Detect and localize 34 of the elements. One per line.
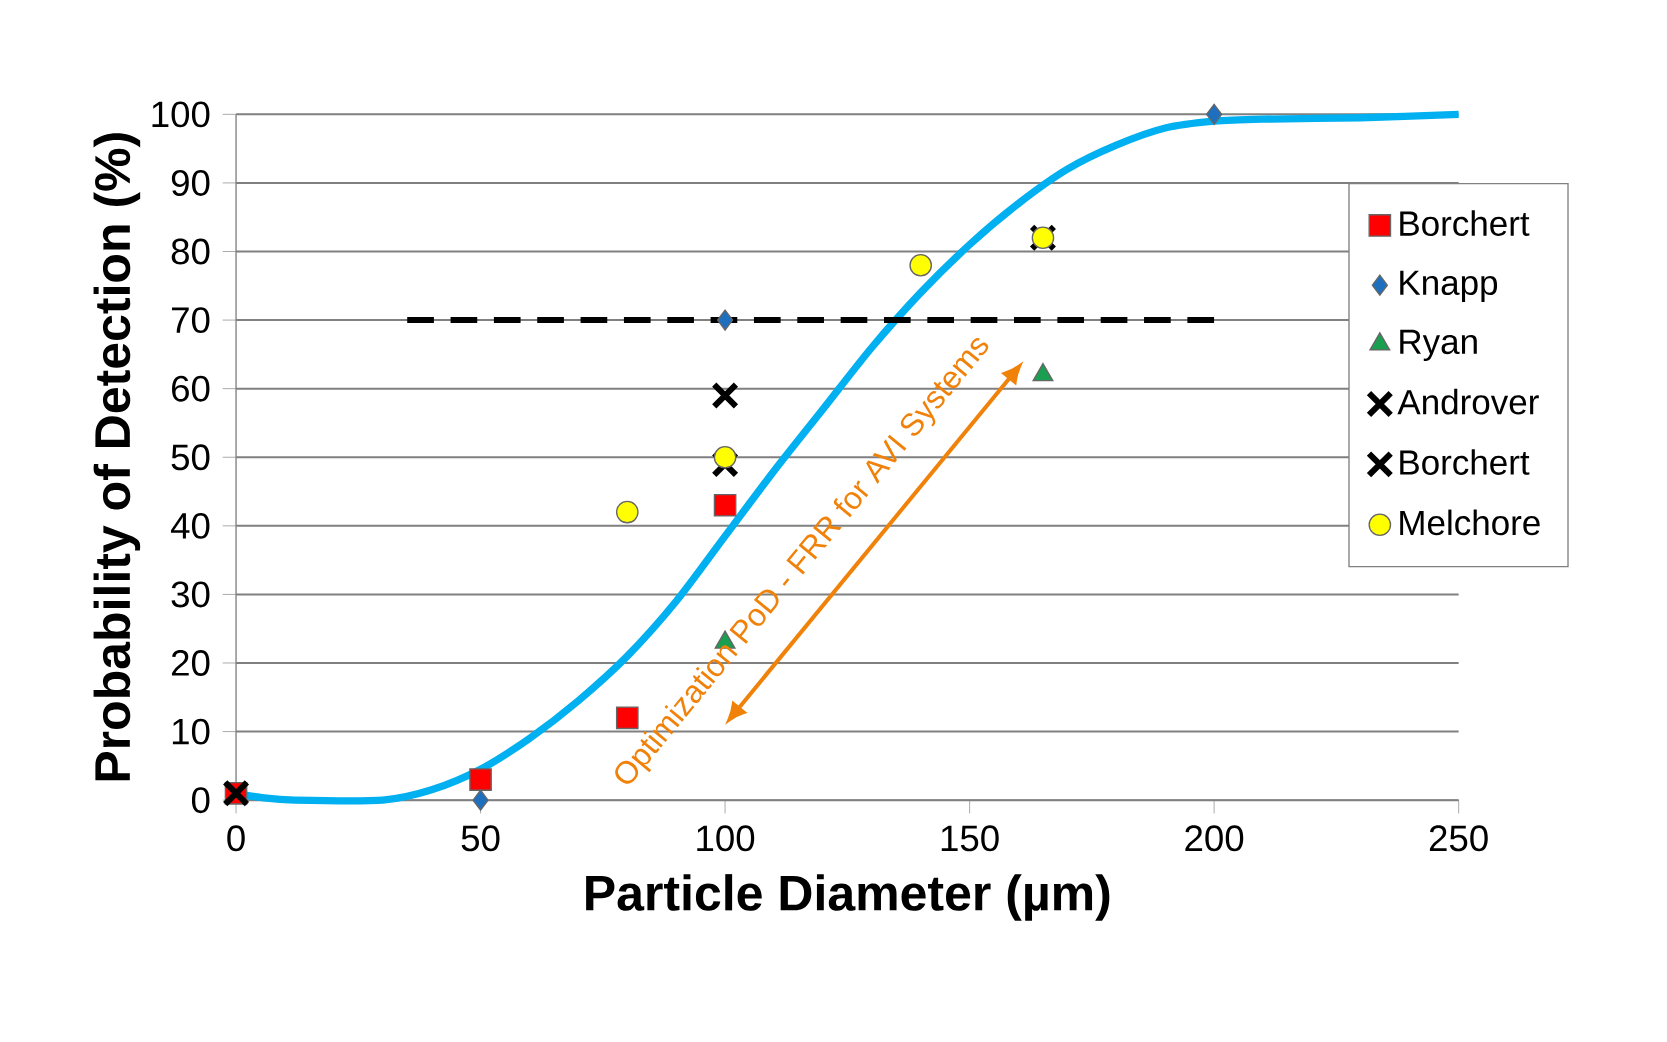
y-tick-label: 0 bbox=[191, 787, 210, 814]
x-tick-label: 50 bbox=[461, 825, 500, 852]
y-tick-label: 20 bbox=[171, 649, 210, 676]
legend-label: Borchert bbox=[1400, 449, 1530, 475]
legend-label: Knapp bbox=[1400, 270, 1498, 302]
point bbox=[472, 789, 489, 811]
x-tick-label: 150 bbox=[941, 825, 999, 852]
point bbox=[713, 493, 737, 517]
y-tick-label: 40 bbox=[170, 512, 210, 539]
y-tick-label: 30 bbox=[171, 581, 210, 608]
y-tick-label: 80 bbox=[171, 238, 210, 265]
x-tick-label: 100 bbox=[697, 825, 755, 852]
legend-label: Androver bbox=[1397, 388, 1539, 415]
y-tick-label: 100 bbox=[152, 101, 210, 128]
legend-label: Borchert bbox=[1400, 210, 1530, 236]
x-tick-label: 200 bbox=[1185, 825, 1244, 852]
point bbox=[909, 253, 933, 277]
x-axis-title: Particle Diameter (µm) bbox=[586, 874, 1110, 921]
y-tick-label: 50 bbox=[171, 444, 210, 471]
y-tick-label: 70 bbox=[172, 307, 210, 333]
point bbox=[1205, 103, 1223, 125]
y-axis-title: Probability of Detection (%) bbox=[93, 133, 141, 781]
y-tick-label: 10 bbox=[172, 718, 210, 745]
point bbox=[716, 309, 734, 331]
y-tick-label: 60 bbox=[172, 375, 210, 402]
y-tick-label: 90 bbox=[171, 169, 210, 196]
point bbox=[713, 445, 737, 469]
legend-label: Melchore bbox=[1400, 509, 1540, 536]
x-tick-label: 0 bbox=[227, 825, 245, 852]
point bbox=[615, 500, 639, 524]
point bbox=[469, 768, 492, 791]
x-tick-label: 250 bbox=[1429, 825, 1488, 852]
point bbox=[711, 381, 739, 410]
legend-label: Ryan bbox=[1400, 329, 1477, 361]
